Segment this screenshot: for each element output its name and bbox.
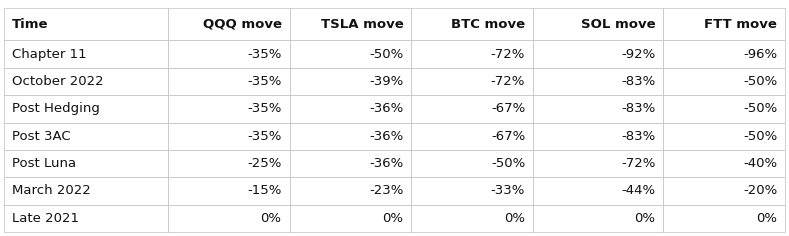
Text: TSLA move: TSLA move [320,18,403,31]
Bar [168,95,290,122]
Text: -72%: -72% [491,48,525,61]
Bar [533,150,664,177]
Bar [664,150,785,177]
Text: -39%: -39% [369,75,403,88]
Bar [664,122,785,150]
Bar [290,95,411,122]
Text: Late 2021: Late 2021 [12,212,79,225]
Bar [4,177,168,205]
Bar [290,122,411,150]
Text: -72%: -72% [621,157,656,170]
Text: -23%: -23% [369,185,403,198]
Bar [411,41,533,68]
Bar [664,8,785,41]
Bar [4,95,168,122]
Bar [168,205,290,232]
Bar [533,177,664,205]
Text: 0%: 0% [260,212,282,225]
Text: 0%: 0% [504,212,525,225]
Text: -35%: -35% [247,130,282,143]
Bar [4,205,168,232]
Text: -20%: -20% [743,185,777,198]
Bar [168,150,290,177]
Bar [411,177,533,205]
Text: FTT move: FTT move [705,18,777,31]
Bar [664,177,785,205]
Bar [290,150,411,177]
Text: 0%: 0% [383,212,403,225]
Text: Post Hedging: Post Hedging [12,102,99,115]
Text: -83%: -83% [621,75,656,88]
Text: Post Luna: Post Luna [12,157,76,170]
Bar [411,68,533,95]
Bar [533,122,664,150]
Bar [411,122,533,150]
Text: -92%: -92% [621,48,656,61]
Text: SOL move: SOL move [581,18,656,31]
Text: Chapter 11: Chapter 11 [12,48,87,61]
Text: -50%: -50% [743,130,777,143]
Bar [290,68,411,95]
Bar [290,41,411,68]
Text: -40%: -40% [743,157,777,170]
Bar [168,41,290,68]
Text: 0%: 0% [756,212,777,225]
Bar [664,95,785,122]
Text: -50%: -50% [743,75,777,88]
Bar [411,8,533,41]
Text: -96%: -96% [743,48,777,61]
Bar [4,41,168,68]
Bar [290,8,411,41]
Bar [533,41,664,68]
Bar [4,150,168,177]
Text: -36%: -36% [369,102,403,115]
Text: Time: Time [12,18,48,31]
Bar [290,177,411,205]
Bar [411,150,533,177]
Text: -83%: -83% [621,102,656,115]
Bar [533,95,664,122]
Bar [664,41,785,68]
Text: Post 3AC: Post 3AC [12,130,70,143]
Bar [664,68,785,95]
Text: March 2022: March 2022 [12,185,91,198]
Text: -67%: -67% [491,102,525,115]
Text: -67%: -67% [491,130,525,143]
Bar [168,122,290,150]
Text: -72%: -72% [491,75,525,88]
Bar [664,205,785,232]
Text: -33%: -33% [491,185,525,198]
Text: BTC move: BTC move [451,18,525,31]
Bar [533,8,664,41]
Text: -35%: -35% [247,102,282,115]
Text: -35%: -35% [247,75,282,88]
Bar [411,205,533,232]
Text: QQQ move: QQQ move [203,18,282,31]
Text: -50%: -50% [369,48,403,61]
Text: -36%: -36% [369,130,403,143]
Bar [168,68,290,95]
Bar [4,68,168,95]
Bar [290,205,411,232]
Text: -25%: -25% [247,157,282,170]
Text: -50%: -50% [743,102,777,115]
Bar [168,177,290,205]
Text: -50%: -50% [491,157,525,170]
Bar [533,205,664,232]
Bar [168,8,290,41]
Text: -44%: -44% [621,185,656,198]
Text: -36%: -36% [369,157,403,170]
Bar [533,68,664,95]
Text: -15%: -15% [247,185,282,198]
Bar [411,95,533,122]
Text: -35%: -35% [247,48,282,61]
Text: 0%: 0% [634,212,656,225]
Text: October 2022: October 2022 [12,75,103,88]
Bar [4,122,168,150]
Bar [4,8,168,41]
Text: -83%: -83% [621,130,656,143]
